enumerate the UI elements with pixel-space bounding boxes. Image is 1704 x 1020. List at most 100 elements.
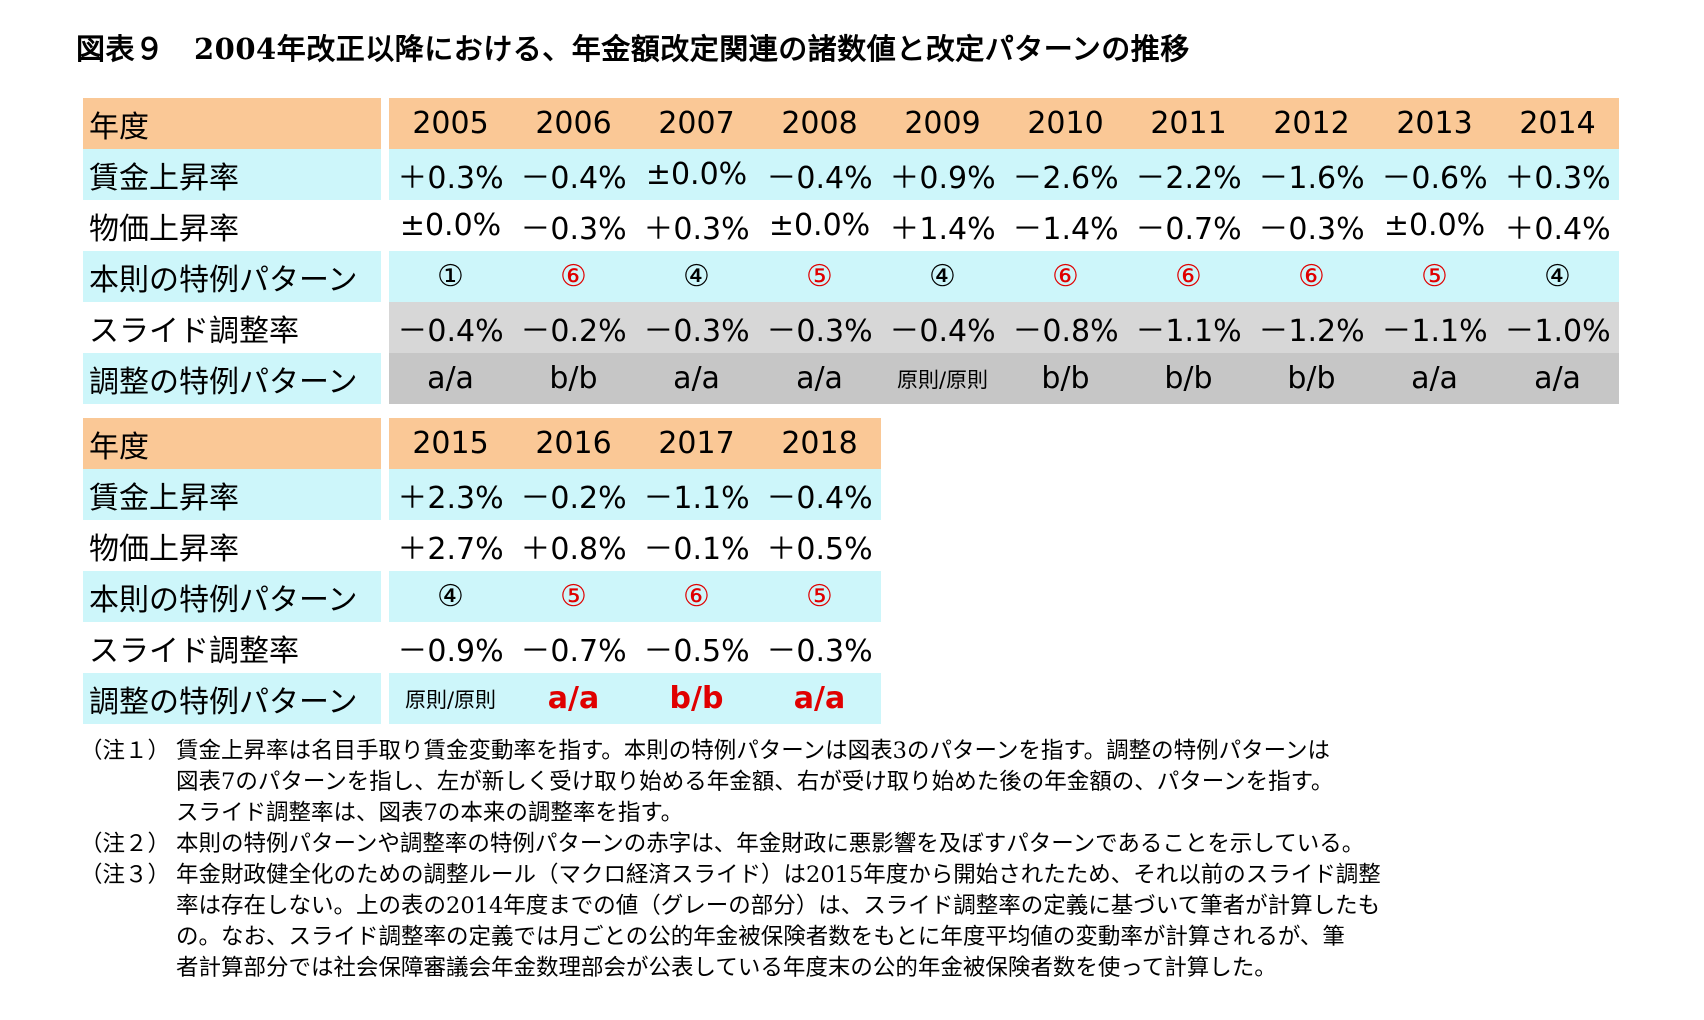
- main-pattern-cell-red: ⑥: [1127, 251, 1250, 302]
- price-cell: ±0.0%: [758, 200, 881, 251]
- main-pattern-cell-red: ⑥: [1250, 251, 1373, 302]
- row-year: 年度 2005 2006 2007 2008 2009 2010 2011 20…: [83, 98, 1619, 149]
- note-line: 図表7のパターンを指し、左が新しく受け取り始める年金額、右が受け取り始めた後の年…: [176, 769, 1334, 795]
- year-cell: 2009: [881, 98, 1004, 149]
- year-cell: 2012: [1250, 98, 1373, 149]
- slide-cell: －1.2%: [1250, 302, 1373, 353]
- slide-cell: －0.2%: [512, 302, 635, 353]
- adj-pattern-cell: 原則/原則: [881, 353, 1004, 404]
- price-cell: ＋2.7%: [389, 520, 512, 571]
- adj-pattern-cell: b/b: [1127, 353, 1250, 404]
- slide-cell: －0.4%: [881, 302, 1004, 353]
- adj-pattern-cell: a/a: [758, 353, 881, 404]
- notes: （注１） 賃金上昇率は名目手取り賃金変動率を指す。本則の特例パターンは図表3のパ…: [80, 736, 1676, 984]
- note-line: 賃金上昇率は名目手取り賃金変動率を指す。本則の特例パターンは図表3のパターンを指…: [176, 738, 1330, 764]
- figure-title: 図表９ 2004年改正以降における、年金額改定関連の諸数値と改定パターンの推移: [76, 32, 1190, 66]
- row-adj-pattern: 調整の特例パターン a/a b/b a/a a/a 原則/原則 b/b b/b …: [83, 353, 1619, 404]
- wage-cell: －0.4%: [758, 149, 881, 200]
- row-label-slide: スライド調整率: [83, 302, 389, 353]
- slide-cell: －0.5%: [635, 622, 758, 673]
- row-price: 物価上昇率 ±0.0% －0.3% ＋0.3% ±0.0% ＋1.4% －1.4…: [83, 200, 1619, 251]
- note-line: 率は存在しない。上の表の2014年度までの値（グレーの部分）は、スライド調整率の…: [176, 893, 1381, 919]
- main-pattern-cell-red: ⑤: [758, 571, 881, 622]
- row-label-wage: 賃金上昇率: [83, 469, 389, 520]
- wage-cell: ＋2.3%: [389, 469, 512, 520]
- note-line: の。なお、スライド調整率の定義では月ごとの公的年金被保険者数をもとに年度平均値の…: [176, 924, 1345, 950]
- row-label-slide: スライド調整率: [83, 622, 389, 673]
- year-cell: 2016: [512, 418, 635, 469]
- price-cell: ＋0.4%: [1496, 200, 1619, 251]
- price-cell: ±0.0%: [389, 200, 512, 251]
- main-pattern-cell-red: ⑥: [635, 571, 758, 622]
- price-cell: ±0.0%: [1373, 200, 1496, 251]
- row-label-adj-pattern: 調整の特例パターン: [83, 673, 389, 724]
- year-cell: 2008: [758, 98, 881, 149]
- row-label-main-pattern: 本則の特例パターン: [83, 251, 389, 302]
- year-cell: 2018: [758, 418, 881, 469]
- wage-cell: －2.2%: [1127, 149, 1250, 200]
- note-line: 者計算部分では社会保障審議会年金数理部会が公表している年度末の公的年金被保険者数…: [176, 955, 1277, 981]
- slide-cell: －0.3%: [635, 302, 758, 353]
- main-pattern-cell: ④: [1496, 251, 1619, 302]
- adj-pattern-cell: a/a: [1373, 353, 1496, 404]
- adj-pattern-cell: a/a: [1496, 353, 1619, 404]
- main-pattern-cell-red: ⑤: [512, 571, 635, 622]
- wage-cell: ＋0.9%: [881, 149, 1004, 200]
- price-cell: －1.4%: [1004, 200, 1127, 251]
- note-line: 本則の特例パターンや調整率の特例パターンの赤字は、年金財政に悪影響を及ぼすパター…: [176, 831, 1365, 857]
- row-price: 物価上昇率 ＋2.7% ＋0.8% －0.1% ＋0.5%: [83, 520, 881, 571]
- adj-pattern-cell: b/b: [1250, 353, 1373, 404]
- year-cell: 2010: [1004, 98, 1127, 149]
- year-cell: 2007: [635, 98, 758, 149]
- wage-cell: －0.4%: [758, 469, 881, 520]
- price-cell: ＋1.4%: [881, 200, 1004, 251]
- main-pattern-cell: ④: [635, 251, 758, 302]
- table-2005-2014: 年度 2005 2006 2007 2008 2009 2010 2011 20…: [83, 98, 1619, 404]
- note-2: （注２） 本則の特例パターンや調整率の特例パターンの赤字は、年金財政に悪影響を及…: [80, 829, 1676, 860]
- row-label-price: 物価上昇率: [83, 200, 389, 251]
- slide-cell: －0.8%: [1004, 302, 1127, 353]
- adj-pattern-cell: 原則/原則: [389, 673, 512, 724]
- note-label: （注２）: [80, 831, 171, 857]
- year-cell: 2005: [389, 98, 512, 149]
- row-main-pattern: 本則の特例パターン ① ⑥ ④ ⑤ ④ ⑥ ⑥ ⑥ ⑤ ④: [83, 251, 1619, 302]
- main-pattern-cell: ④: [389, 571, 512, 622]
- main-pattern-cell: ④: [881, 251, 1004, 302]
- main-pattern-cell-red: ⑥: [512, 251, 635, 302]
- slide-cell: －1.1%: [1127, 302, 1250, 353]
- row-slide: スライド調整率 －0.9% －0.7% －0.5% －0.3%: [83, 622, 881, 673]
- slide-cell: －0.7%: [512, 622, 635, 673]
- table-2015-2018: 年度 2015 2016 2017 2018 賃金上昇率 ＋2.3% －0.2%…: [83, 418, 881, 724]
- note-line: スライド調整率は、図表7の本来の調整率を指す。: [176, 800, 684, 826]
- year-cell: 2006: [512, 98, 635, 149]
- note-label: （注３）: [80, 862, 171, 888]
- row-label-price: 物価上昇率: [83, 520, 389, 571]
- note-1: （注１） 賃金上昇率は名目手取り賃金変動率を指す。本則の特例パターンは図表3のパ…: [80, 736, 1676, 829]
- row-wage: 賃金上昇率 ＋2.3% －0.2% －1.1% －0.4%: [83, 469, 881, 520]
- row-year: 年度 2015 2016 2017 2018: [83, 418, 881, 469]
- slide-cell: －1.1%: [1373, 302, 1496, 353]
- wage-cell: －2.6%: [1004, 149, 1127, 200]
- year-cell: 2011: [1127, 98, 1250, 149]
- slide-cell: －0.4%: [389, 302, 512, 353]
- row-wage: 賃金上昇率 ＋0.3% －0.4% ±0.0% －0.4% ＋0.9% －2.6…: [83, 149, 1619, 200]
- adj-pattern-cell-red: a/a: [512, 673, 635, 724]
- price-cell: －0.3%: [512, 200, 635, 251]
- main-pattern-cell-red: ⑤: [1373, 251, 1496, 302]
- slide-cell: －1.0%: [1496, 302, 1619, 353]
- note-line: 年金財政健全化のための調整ルール（マクロ経済スライド）は2015年度から開始され…: [176, 862, 1381, 888]
- year-cell: 2014: [1496, 98, 1619, 149]
- wage-cell: －0.2%: [512, 469, 635, 520]
- price-cell: －0.3%: [1250, 200, 1373, 251]
- row-label-year: 年度: [83, 418, 389, 469]
- wage-cell: ＋0.3%: [389, 149, 512, 200]
- row-slide: スライド調整率 －0.4% －0.2% －0.3% －0.3% －0.4% －0…: [83, 302, 1619, 353]
- wage-cell: ＋0.3%: [1496, 149, 1619, 200]
- note-body: 年金財政健全化のための調整ルール（マクロ経済スライド）は2015年度から開始され…: [176, 860, 1676, 984]
- price-cell: ＋0.5%: [758, 520, 881, 571]
- wage-cell: －1.6%: [1250, 149, 1373, 200]
- row-label-adj-pattern: 調整の特例パターン: [83, 353, 389, 404]
- price-cell: ＋0.3%: [635, 200, 758, 251]
- year-cell: 2017: [635, 418, 758, 469]
- adj-pattern-cell: a/a: [635, 353, 758, 404]
